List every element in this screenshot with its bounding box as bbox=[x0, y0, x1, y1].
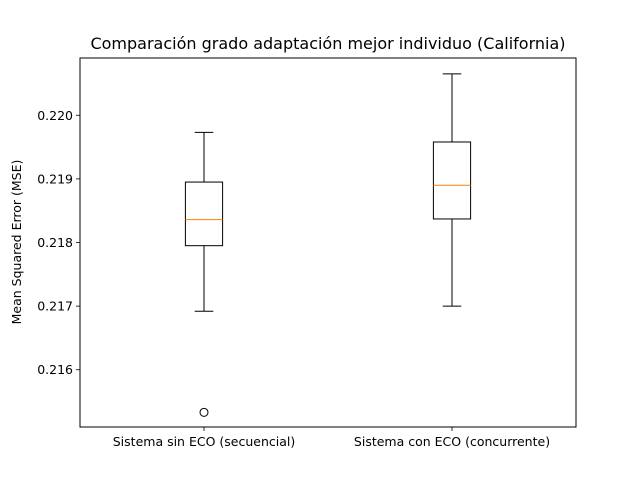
y-axis-label: Mean Squared Error (MSE) bbox=[9, 160, 24, 325]
y-tick-label: 0.218 bbox=[37, 235, 73, 250]
y-tick-label: 0.216 bbox=[37, 362, 73, 377]
x-tick-label: Sistema sin ECO (secuencial) bbox=[113, 434, 295, 449]
plot-frame bbox=[79, 57, 577, 428]
plot-area: 0.216 0.217 0.218 0.219 0.220 Sistema sin ECO… bbox=[37, 57, 577, 449]
box-iqr bbox=[184, 181, 224, 247]
y-tick-label: 0.219 bbox=[37, 171, 73, 186]
x-tick-label: Sistema con ECO (concurrente) bbox=[354, 434, 550, 449]
box-group bbox=[184, 131, 224, 417]
y-tick-label: 0.220 bbox=[37, 108, 73, 123]
box-iqr bbox=[432, 141, 472, 220]
chart-title: Comparación grado adaptación mejor indiv… bbox=[90, 34, 565, 53]
y-tick-label: 0.217 bbox=[37, 299, 73, 314]
box-group bbox=[432, 73, 472, 307]
outlier-point bbox=[199, 407, 209, 417]
